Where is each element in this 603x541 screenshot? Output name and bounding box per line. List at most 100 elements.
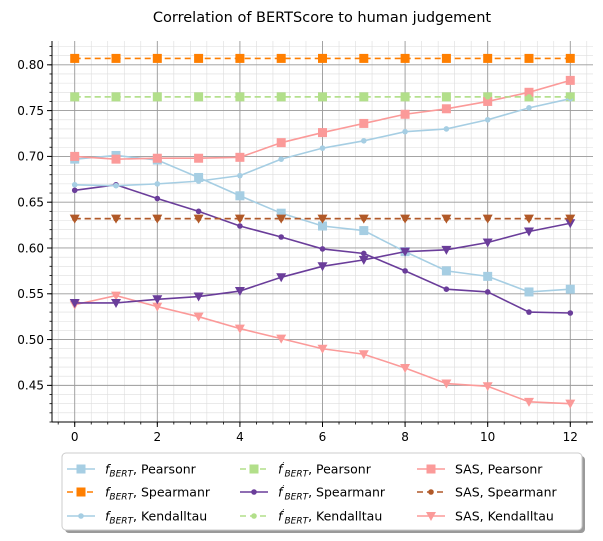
legend-entry: f′BERT, Pearsonr bbox=[240, 462, 372, 480]
x-tick-label: 10 bbox=[480, 430, 495, 444]
y-tick-label: 0.75 bbox=[17, 104, 44, 118]
data-point bbox=[235, 53, 245, 63]
data-point bbox=[194, 172, 204, 182]
data-point bbox=[523, 227, 534, 237]
data-point bbox=[234, 324, 245, 334]
data-point bbox=[565, 75, 575, 85]
legend-swatch-marker bbox=[251, 489, 257, 495]
data-point bbox=[565, 284, 575, 294]
y-tick-label: 0.65 bbox=[17, 195, 44, 209]
legend-swatch-marker bbox=[78, 513, 84, 519]
data-point bbox=[400, 109, 410, 119]
data-point bbox=[195, 178, 202, 184]
data-point bbox=[276, 273, 287, 283]
data-point bbox=[358, 350, 369, 360]
data-point bbox=[276, 208, 286, 218]
data-point bbox=[152, 302, 163, 312]
data-point bbox=[483, 53, 493, 63]
axes: 0 2 4 6 8 10 12 0.45 0.50 0.55 0.60 0.65 0.70 0.75 0.8… bbox=[17, 41, 593, 444]
data-point bbox=[360, 94, 367, 100]
legend-label: fBERT, Kendalltau bbox=[105, 509, 207, 527]
data-point bbox=[152, 153, 162, 163]
data-point bbox=[443, 126, 450, 132]
data-point bbox=[402, 268, 408, 274]
data-point bbox=[195, 94, 202, 100]
data-point bbox=[237, 172, 243, 179]
data-point bbox=[113, 182, 119, 189]
data-point bbox=[195, 208, 202, 215]
data-point bbox=[484, 289, 491, 295]
data-point bbox=[318, 221, 327, 231]
legend-label: SAS, Kendalltau bbox=[455, 509, 554, 524]
y-tick-label: 0.50 bbox=[17, 333, 44, 347]
data-point bbox=[70, 53, 80, 63]
y-tick-label: 0.60 bbox=[17, 241, 44, 255]
data-point bbox=[154, 181, 161, 187]
data-point bbox=[524, 287, 534, 297]
data-point bbox=[359, 53, 369, 63]
data-point bbox=[319, 246, 326, 252]
data-point bbox=[441, 53, 451, 63]
legend-label: fBERT, Pearsonr bbox=[105, 462, 197, 480]
data-point bbox=[400, 247, 411, 257]
data-point bbox=[318, 53, 327, 63]
data-point bbox=[526, 94, 532, 100]
data-point bbox=[154, 195, 161, 202]
data-point bbox=[400, 214, 411, 224]
data-point bbox=[278, 156, 285, 162]
data-point bbox=[234, 287, 245, 297]
data-point bbox=[152, 53, 162, 63]
x-tick-label: 4 bbox=[236, 430, 244, 444]
data-point bbox=[567, 94, 574, 100]
data-point bbox=[358, 214, 369, 224]
data-point bbox=[565, 214, 576, 224]
data-point bbox=[71, 181, 78, 188]
legend-entry: fBERT, Kendalltau bbox=[67, 509, 207, 527]
data-point bbox=[526, 309, 532, 315]
data-point bbox=[194, 53, 204, 63]
series-9 bbox=[69, 219, 576, 308]
legend-entry: f′BERT, Kendalltau bbox=[240, 509, 382, 527]
data-point bbox=[317, 262, 328, 272]
data-point bbox=[111, 214, 122, 224]
data-point bbox=[482, 382, 493, 392]
data-point bbox=[278, 94, 285, 100]
data-point bbox=[235, 191, 245, 201]
legend-label: fBERT, Spearmanr bbox=[105, 485, 211, 503]
data-point bbox=[276, 334, 287, 344]
data-point bbox=[317, 214, 328, 224]
data-point bbox=[152, 214, 163, 224]
data-point bbox=[111, 298, 122, 308]
data-point bbox=[235, 152, 245, 162]
legend-swatch-marker bbox=[428, 489, 434, 495]
data-point bbox=[111, 154, 121, 164]
legend-entry: f′BERT, Spearmanr bbox=[240, 485, 386, 503]
x-tick-label: 8 bbox=[401, 430, 409, 444]
data-point bbox=[278, 234, 285, 240]
data-point bbox=[484, 94, 491, 100]
data-point bbox=[276, 138, 286, 148]
data-point bbox=[69, 298, 80, 308]
series-8 bbox=[69, 291, 576, 409]
x-tick-label: 2 bbox=[153, 430, 161, 444]
data-point bbox=[319, 94, 326, 100]
legend-frame bbox=[61, 452, 583, 531]
data-point bbox=[565, 399, 576, 409]
data-point bbox=[237, 223, 243, 229]
data-point bbox=[402, 128, 408, 135]
data-point bbox=[358, 255, 369, 265]
data-point bbox=[234, 214, 245, 224]
data-point bbox=[71, 187, 78, 194]
legend-entry: fBERT, Pearsonr bbox=[67, 462, 197, 480]
data-point bbox=[111, 291, 122, 301]
data-point bbox=[276, 53, 286, 63]
legend-label: f′BERT, Spearmanr bbox=[278, 485, 386, 503]
data-point bbox=[360, 250, 367, 257]
data-point bbox=[237, 94, 243, 100]
data-point bbox=[483, 96, 493, 106]
data-point bbox=[441, 245, 452, 255]
data-point bbox=[400, 53, 410, 63]
data-point bbox=[193, 312, 204, 322]
data-point bbox=[193, 292, 204, 302]
data-point bbox=[360, 138, 367, 144]
